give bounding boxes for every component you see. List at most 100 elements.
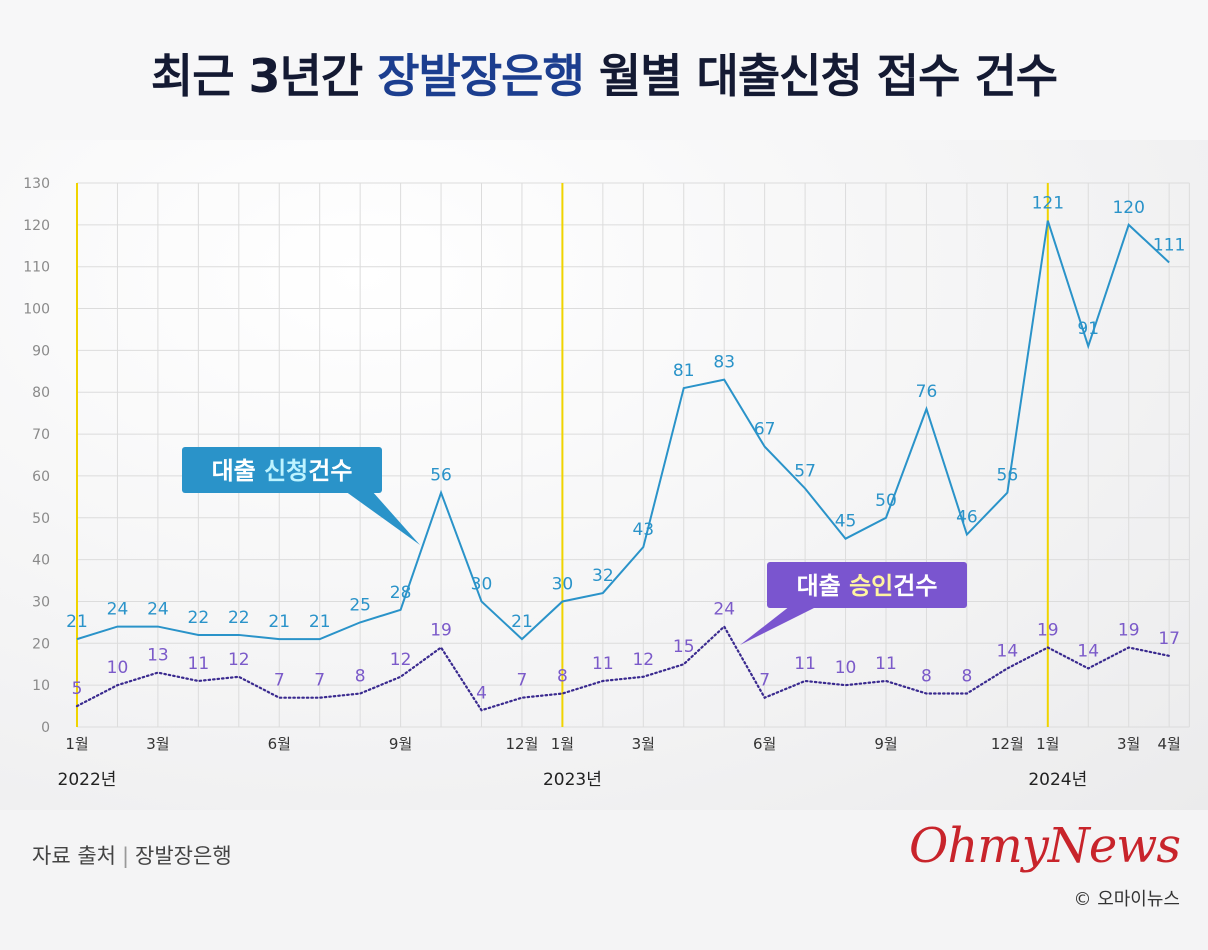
data-label: 19	[430, 620, 452, 640]
x-tick-label: 4월	[1157, 735, 1180, 753]
data-label: 30	[471, 574, 493, 594]
copyright: © 오마이뉴스	[1073, 889, 1180, 910]
data-label: 10	[835, 658, 857, 678]
x-tick-label: 1월	[65, 735, 88, 753]
x-axis: 1월 3월 6월 9월 12월 1월 3월 6월 9월 12월 1월 3월 4월	[65, 735, 1180, 753]
data-label: 111	[1153, 236, 1185, 256]
data-label: 17	[1158, 629, 1180, 649]
data-label: 5	[72, 679, 83, 699]
y-tick-label: 120	[23, 218, 50, 234]
year-label: 2023년	[543, 770, 602, 790]
y-tick-label: 0	[41, 720, 50, 736]
callout-approval-highlight: 승인	[849, 572, 893, 600]
data-label: 11	[592, 654, 614, 674]
data-label: 24	[147, 600, 169, 620]
data-label: 76	[916, 382, 938, 402]
data-label: 24	[107, 600, 129, 620]
y-tick-label: 30	[32, 594, 50, 610]
year-label: 2022년	[58, 770, 117, 790]
data-label: 8	[557, 667, 568, 687]
callout-application-prefix: 대출	[212, 457, 265, 485]
ohmynews-logo: OhmyNews	[908, 818, 1181, 874]
data-label: 25	[349, 595, 371, 615]
data-label: 7	[517, 671, 528, 691]
data-label: 83	[713, 353, 735, 373]
data-label: 19	[1118, 620, 1140, 640]
y-tick-label: 110	[23, 260, 50, 276]
data-label: 121	[1032, 194, 1064, 214]
data-label: 12	[390, 650, 412, 670]
x-tick-label: 3월	[632, 735, 655, 753]
data-label: 81	[673, 361, 695, 381]
x-tick-label: 9월	[389, 735, 412, 753]
series-lines	[75, 220, 1171, 712]
x-tick-label: 3월	[146, 735, 169, 753]
data-label: 14	[1077, 641, 1099, 661]
callout-application-highlight: 신청	[264, 457, 308, 485]
callout-approval-suffix: 건수	[893, 572, 937, 600]
source-name: 장발장은행	[135, 844, 232, 868]
x-tick-label: 12월	[506, 735, 539, 753]
callout-approval-text: 대출 승인건수	[797, 572, 938, 600]
data-label: 24	[713, 600, 735, 620]
y-tick-label: 20	[32, 636, 50, 652]
data-label: 46	[956, 508, 978, 528]
data-label: 11	[188, 654, 210, 674]
y-tick-label: 90	[32, 343, 50, 359]
series-line-2	[75, 624, 1171, 712]
callout-approval-prefix: 대출	[797, 572, 850, 600]
data-label: 10	[107, 658, 129, 678]
data-label: 14	[997, 641, 1019, 661]
page-title: 최근 3년간 장발장은행 월별 대출신청 접수 건수	[0, 40, 1208, 106]
y-tick-label: 130	[23, 176, 50, 192]
y-axis: 0 10 20 30 40 50 60 70 80 90 100 110 120 130	[23, 176, 50, 736]
data-label: 13	[147, 646, 169, 666]
year-label: 2024년	[1028, 770, 1087, 790]
data-label: 15	[673, 637, 695, 657]
callout-application-tail	[345, 491, 420, 545]
y-tick-label: 50	[32, 511, 50, 527]
y-tick-label: 80	[32, 385, 50, 401]
y-tick-label: 70	[32, 427, 50, 443]
x-tick-label: 3월	[1117, 735, 1140, 753]
data-label: 7	[274, 671, 285, 691]
data-label: 22	[188, 608, 210, 628]
y-tick-label: 40	[32, 553, 50, 569]
data-label: 12	[228, 650, 250, 670]
data-label: 120	[1112, 198, 1144, 218]
callout-approval: 대출 승인건수	[740, 562, 967, 645]
callout-approval-tail	[740, 606, 818, 645]
x-tick-label: 1월	[1036, 735, 1059, 753]
data-label: 30	[552, 574, 574, 594]
data-label: 67	[754, 420, 776, 440]
data-label: 21	[309, 612, 331, 632]
data-label: 28	[390, 583, 412, 603]
data-label: 45	[835, 512, 857, 532]
y-tick-label: 10	[32, 678, 50, 694]
x-tick-label: 12월	[991, 735, 1024, 753]
year-labels: 2022년 2023년 2024년	[58, 770, 1088, 790]
data-label: 21	[511, 612, 533, 632]
x-tick-label: 6월	[268, 735, 291, 753]
data-label: 32	[592, 566, 614, 586]
callout-application-suffix: 건수	[308, 457, 352, 485]
data-label: 8	[961, 667, 972, 687]
x-tick-label: 6월	[753, 735, 776, 753]
title-part1: 최근 3년간	[150, 49, 378, 103]
y-tick-label: 60	[32, 469, 50, 485]
grid	[76, 182, 1190, 728]
data-label: 91	[1077, 319, 1099, 339]
callout-application-text: 대출 신청건수	[212, 457, 353, 485]
data-label: 56	[997, 466, 1019, 486]
data-label: 8	[921, 667, 932, 687]
series-line-1	[76, 220, 1170, 641]
data-label: 22	[228, 608, 250, 628]
data-label: 7	[759, 671, 770, 691]
title-highlight: 장발장은행	[377, 49, 585, 103]
callout-approval-box	[767, 562, 967, 608]
source-note: 자료 출처 | 장발장은행	[32, 844, 232, 868]
title-part2: 월별 대출신청 접수 건수	[583, 49, 1058, 103]
